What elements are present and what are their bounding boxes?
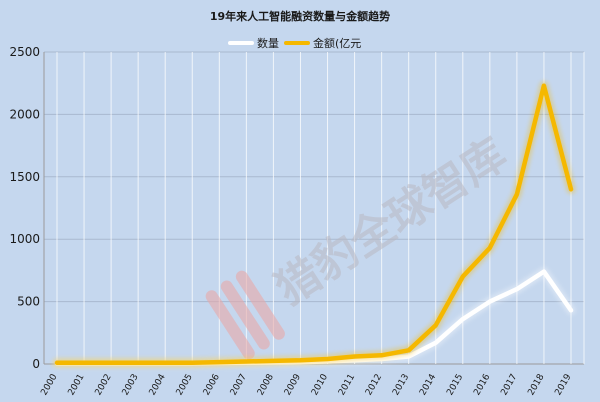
x-tick-label: 2019	[553, 372, 573, 397]
series-0-point	[516, 288, 518, 290]
series-1-point	[380, 354, 382, 356]
series-1-point	[137, 362, 139, 364]
y-tick-label: 2500	[9, 45, 40, 59]
series-0-point	[462, 318, 464, 320]
series-1-point	[245, 360, 247, 362]
series-1-point	[570, 188, 572, 190]
x-tick-label: 2002	[94, 373, 114, 398]
x-tick-label: 2000	[39, 372, 59, 397]
x-tick-label: 2003	[121, 373, 141, 398]
series-1-point	[272, 360, 274, 362]
legend-label-amount: 金额(亿元	[313, 36, 361, 50]
x-tick-label: 2014	[418, 372, 438, 397]
legend-label-count: 数量	[257, 37, 279, 50]
x-tick-label: 2004	[148, 372, 168, 397]
x-tick-label: 2005	[175, 373, 195, 398]
x-tick-label: 2007	[229, 373, 249, 398]
y-tick-label: 500	[17, 295, 40, 309]
series-1-point	[191, 362, 193, 364]
watermark-text: 猎豹全球智库	[267, 129, 516, 316]
y-tick-label: 1000	[9, 232, 40, 246]
x-tick-label: 2015	[445, 373, 465, 398]
series-0-point	[489, 300, 491, 302]
watermark-logo	[205, 270, 285, 360]
y-tick-label: 2000	[9, 107, 40, 121]
series-lines	[52, 81, 576, 368]
series-1-point	[516, 193, 518, 195]
series-glow-1	[52, 81, 576, 368]
series-1-point	[164, 362, 166, 364]
y-tick-label: 1500	[9, 170, 40, 184]
x-tick-label: 2001	[67, 373, 87, 398]
x-tick-label: 2006	[202, 372, 222, 397]
x-axis: 2000 2001 2002 2003 2004 2005 2006 2007 2008 2009…	[39, 372, 573, 397]
series-0-point	[407, 355, 409, 357]
series-0-point	[570, 309, 572, 311]
series-1-point	[110, 362, 112, 364]
x-tick-label: 2018	[526, 372, 546, 397]
series-1-point	[299, 359, 301, 361]
x-tick-label: 2009	[283, 372, 303, 397]
x-tick-label: 2013	[391, 373, 411, 398]
series-1-point	[353, 355, 355, 357]
series-line-1	[54, 83, 574, 366]
series-1-point	[326, 358, 328, 360]
series-1-point	[435, 324, 437, 326]
series-1-point	[462, 275, 464, 277]
series-1-point	[489, 247, 491, 249]
legend: 数量 金额(亿元	[228, 36, 361, 50]
x-tick-label: 2008	[256, 372, 276, 397]
series-1-point	[218, 361, 220, 363]
series-1-point	[83, 362, 85, 364]
y-tick-label: 0	[32, 357, 40, 371]
gridlines	[43, 51, 585, 365]
series-1-point	[407, 349, 409, 351]
series-1-point	[56, 362, 58, 364]
series-0-point	[435, 342, 437, 344]
x-tick-label: 2012	[364, 373, 384, 398]
series-0-point	[543, 270, 545, 272]
series-1-point	[543, 84, 545, 86]
x-tick-label: 2017	[499, 373, 519, 398]
chart-title: 19年来人工智能融资数量与金额趋势	[210, 9, 390, 23]
x-tick-label: 2010	[310, 372, 330, 397]
watermark: 猎豹全球智库	[205, 129, 516, 360]
x-tick-label: 2016	[472, 372, 492, 397]
x-tick-label: 2011	[337, 373, 357, 398]
y-axis: 0 500 1000 1500 2000 2500	[9, 45, 40, 371]
